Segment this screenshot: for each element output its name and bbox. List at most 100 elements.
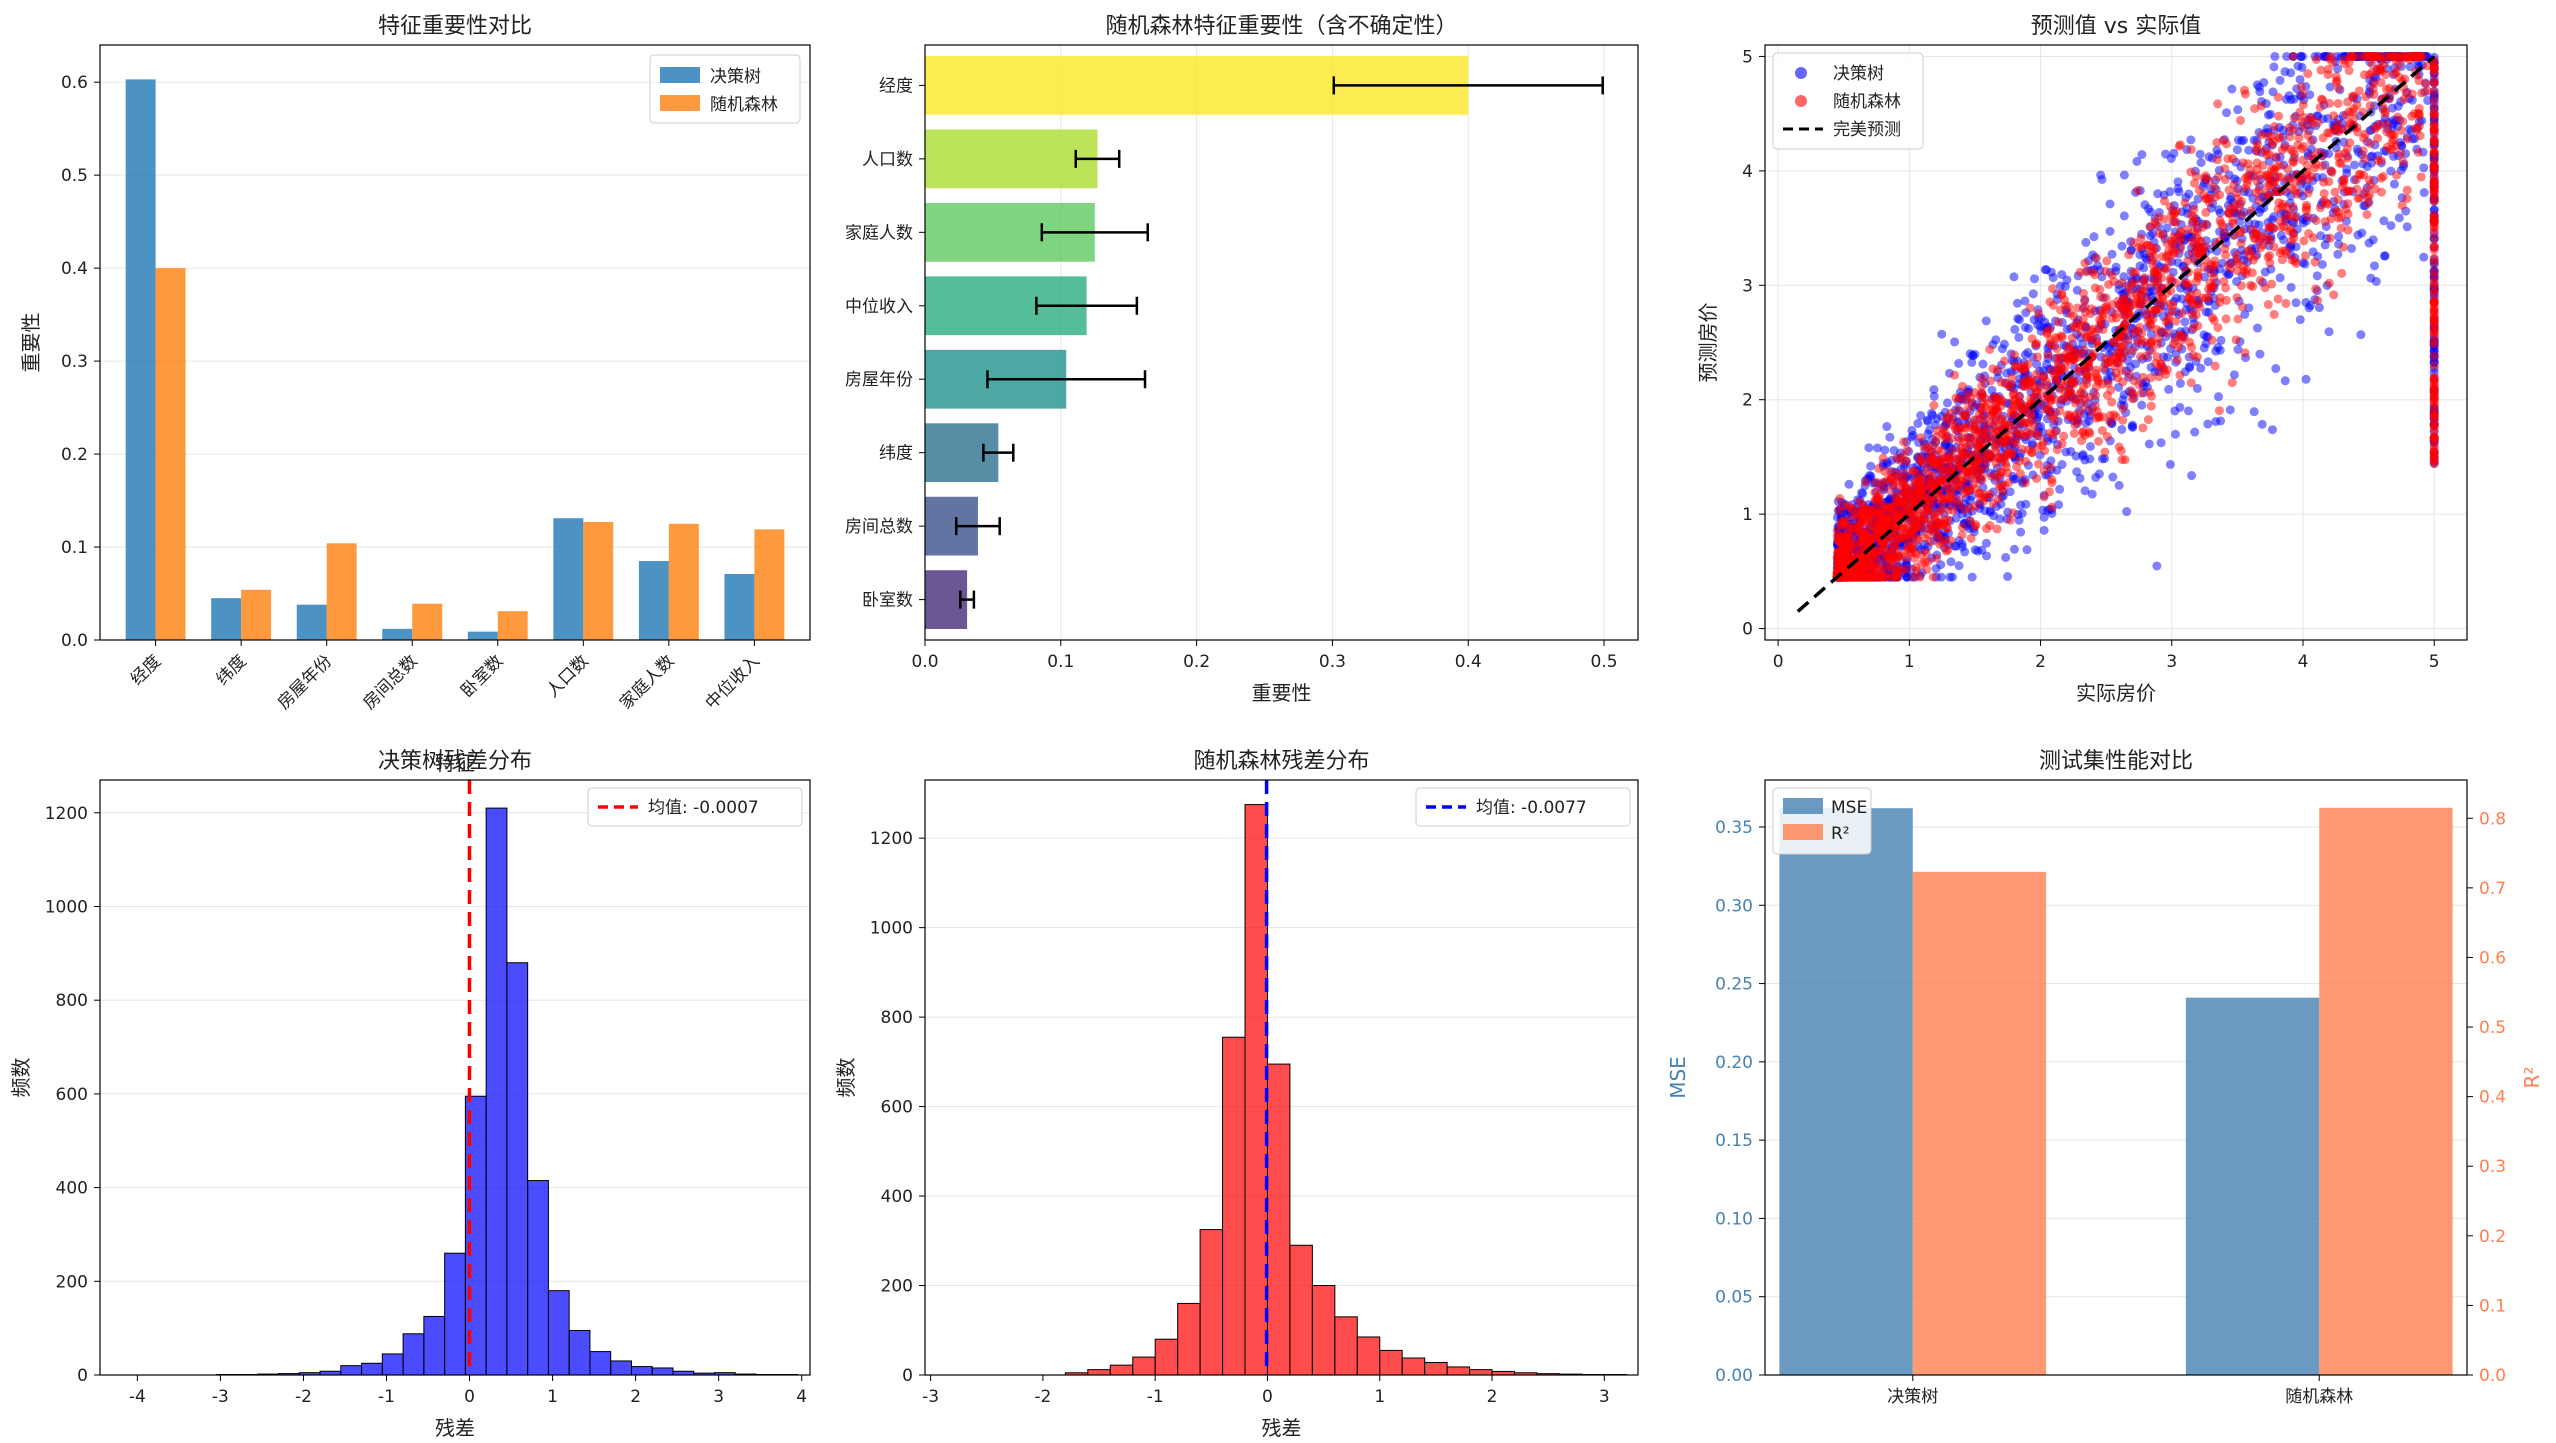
- p3-point-random-forest: [1882, 475, 1892, 485]
- p3-point-random-forest: [1891, 481, 1901, 491]
- p3-point-random-forest: [2000, 438, 2010, 448]
- p3-point-decision-tree: [2295, 315, 2305, 325]
- p3-point-random-forest: [1933, 445, 1943, 455]
- p3-point-random-forest: [2429, 86, 2439, 96]
- p3-point-random-forest: [2412, 125, 2422, 135]
- p3-point-decision-tree: [2039, 525, 2049, 535]
- p3-point-random-forest: [1862, 539, 1872, 549]
- p3-point-random-forest: [2367, 59, 2377, 69]
- p3-point-decision-tree: [2119, 170, 2129, 180]
- p6-title: 测试集性能对比: [2039, 749, 2193, 774]
- p3-point-random-forest: [2097, 426, 2107, 436]
- p2-xtick-label: 0.1: [1047, 652, 1074, 672]
- p4-legend-box: [587, 787, 803, 827]
- p1-ylabel: 重要性: [19, 313, 43, 373]
- p5-ytick-label: 200: [881, 1277, 913, 1297]
- p3-point-random-forest: [2288, 51, 2298, 61]
- p3-point-random-forest: [2299, 236, 2309, 246]
- p3-point-random-forest: [2296, 82, 2306, 92]
- p3-point-random-forest: [2250, 234, 2260, 244]
- p3-point-random-forest: [2171, 206, 2181, 216]
- p3-point-random-forest: [1943, 505, 1953, 515]
- p3-point-random-forest: [2323, 70, 2333, 80]
- p3-point-random-forest: [2127, 279, 2137, 289]
- p3-point-decision-tree: [1951, 513, 1961, 523]
- p3-point-random-forest: [2263, 233, 2273, 243]
- p3-point-decision-tree: [1985, 506, 1995, 516]
- p3-point-random-forest: [2207, 335, 2217, 345]
- p3-legend-box: [1772, 52, 1924, 150]
- p4-hist-bar: [423, 1315, 446, 1376]
- p3-point-decision-tree: [2055, 484, 2065, 494]
- p3-point-random-forest: [2186, 167, 2196, 177]
- p3-point-random-forest: [2042, 327, 2052, 337]
- p5-xtick-label: -1: [1147, 1387, 1164, 1407]
- p3-point-random-forest: [2136, 388, 2146, 398]
- p4-hist-bar: [506, 962, 529, 1376]
- p5-xtick-label: 3: [1599, 1387, 1610, 1407]
- p3-point-random-forest: [2333, 98, 2343, 108]
- p3-point-decision-tree: [2137, 400, 2147, 410]
- p3-point-random-forest: [2399, 54, 2409, 64]
- p3-point-decision-tree: [2020, 350, 2030, 360]
- p4-xtick-label: -2: [295, 1387, 312, 1407]
- p3-point-random-forest: [2232, 293, 2242, 303]
- p3-xlabel: 实际房价: [2076, 681, 2156, 705]
- p1-ytick-label: 0.1: [61, 538, 88, 558]
- p3-point-decision-tree: [2028, 289, 2038, 299]
- p3-point-decision-tree: [2072, 467, 2082, 477]
- p3-point-random-forest: [1977, 381, 1987, 391]
- p3-point-decision-tree: [2132, 156, 2142, 166]
- p3-point-decision-tree: [2407, 95, 2417, 105]
- p3-legend-marker: [1795, 67, 1807, 79]
- p2-ytick-label: 纬度: [879, 444, 913, 464]
- p3-point-random-forest: [1977, 475, 1987, 485]
- p3-point-random-forest: [2422, 61, 2432, 71]
- p3-point-random-forest: [2402, 185, 2412, 195]
- p3-point-random-forest: [2365, 70, 2375, 80]
- p3-point-random-forest: [1944, 494, 1954, 504]
- p3-point-random-forest: [2429, 409, 2439, 419]
- p3-point-decision-tree: [1907, 425, 1917, 435]
- p1-bar-decision-tree: [724, 573, 755, 640]
- p3-point-decision-tree: [2184, 406, 2194, 416]
- p3-point-random-forest: [1884, 485, 1894, 495]
- p3-point-random-forest: [2429, 162, 2439, 172]
- p3-point-random-forest: [1865, 562, 1875, 572]
- p3-point-random-forest: [2001, 458, 2011, 468]
- p3-point-random-forest: [2414, 104, 2424, 114]
- p1-bar-decision-tree: [553, 518, 584, 640]
- p3-point-random-forest: [2276, 222, 2286, 232]
- p3-point-decision-tree: [2107, 249, 2117, 259]
- p3-point-random-forest: [1970, 521, 1980, 531]
- p3-point-random-forest: [1957, 381, 1967, 391]
- p3-point-random-forest: [2220, 244, 2230, 254]
- p3-point-random-forest: [2282, 202, 2292, 212]
- p3-point-random-forest: [2290, 149, 2300, 159]
- p5-xtick-label: -3: [922, 1387, 939, 1407]
- p4-hist-bar: [527, 1180, 549, 1376]
- p3-point-random-forest: [2307, 120, 2317, 130]
- p3-point-random-forest: [2241, 269, 2251, 279]
- p3-point-decision-tree: [1987, 385, 1997, 395]
- p3-point-random-forest: [1907, 534, 1917, 544]
- p3-point-random-forest: [2345, 138, 2355, 148]
- p3-point-decision-tree: [2170, 429, 2180, 439]
- p3-point-random-forest: [2363, 192, 2373, 202]
- p3-point-random-forest: [2303, 69, 2313, 79]
- p3-point-random-forest: [2236, 209, 2246, 219]
- p3-point-random-forest: [1891, 572, 1901, 582]
- p3-point-decision-tree: [1929, 385, 1939, 395]
- p5-hist-bar: [1469, 1369, 1493, 1376]
- p2-axes-frame: [924, 44, 1639, 641]
- p3-point-random-forest: [2271, 152, 2281, 162]
- p3-point-random-forest: [1870, 554, 1880, 564]
- p5-ytick-label: 400: [881, 1187, 913, 1207]
- p3-point-random-forest: [2289, 233, 2299, 243]
- p5-xlabel: 残差: [1262, 1416, 1302, 1440]
- p3-point-random-forest: [2201, 207, 2211, 217]
- p3-point-random-forest: [2199, 262, 2209, 272]
- p3-point-random-forest: [2323, 128, 2333, 138]
- p1-title: 特征重要性对比: [378, 14, 532, 39]
- p3-point-random-forest: [2055, 305, 2065, 315]
